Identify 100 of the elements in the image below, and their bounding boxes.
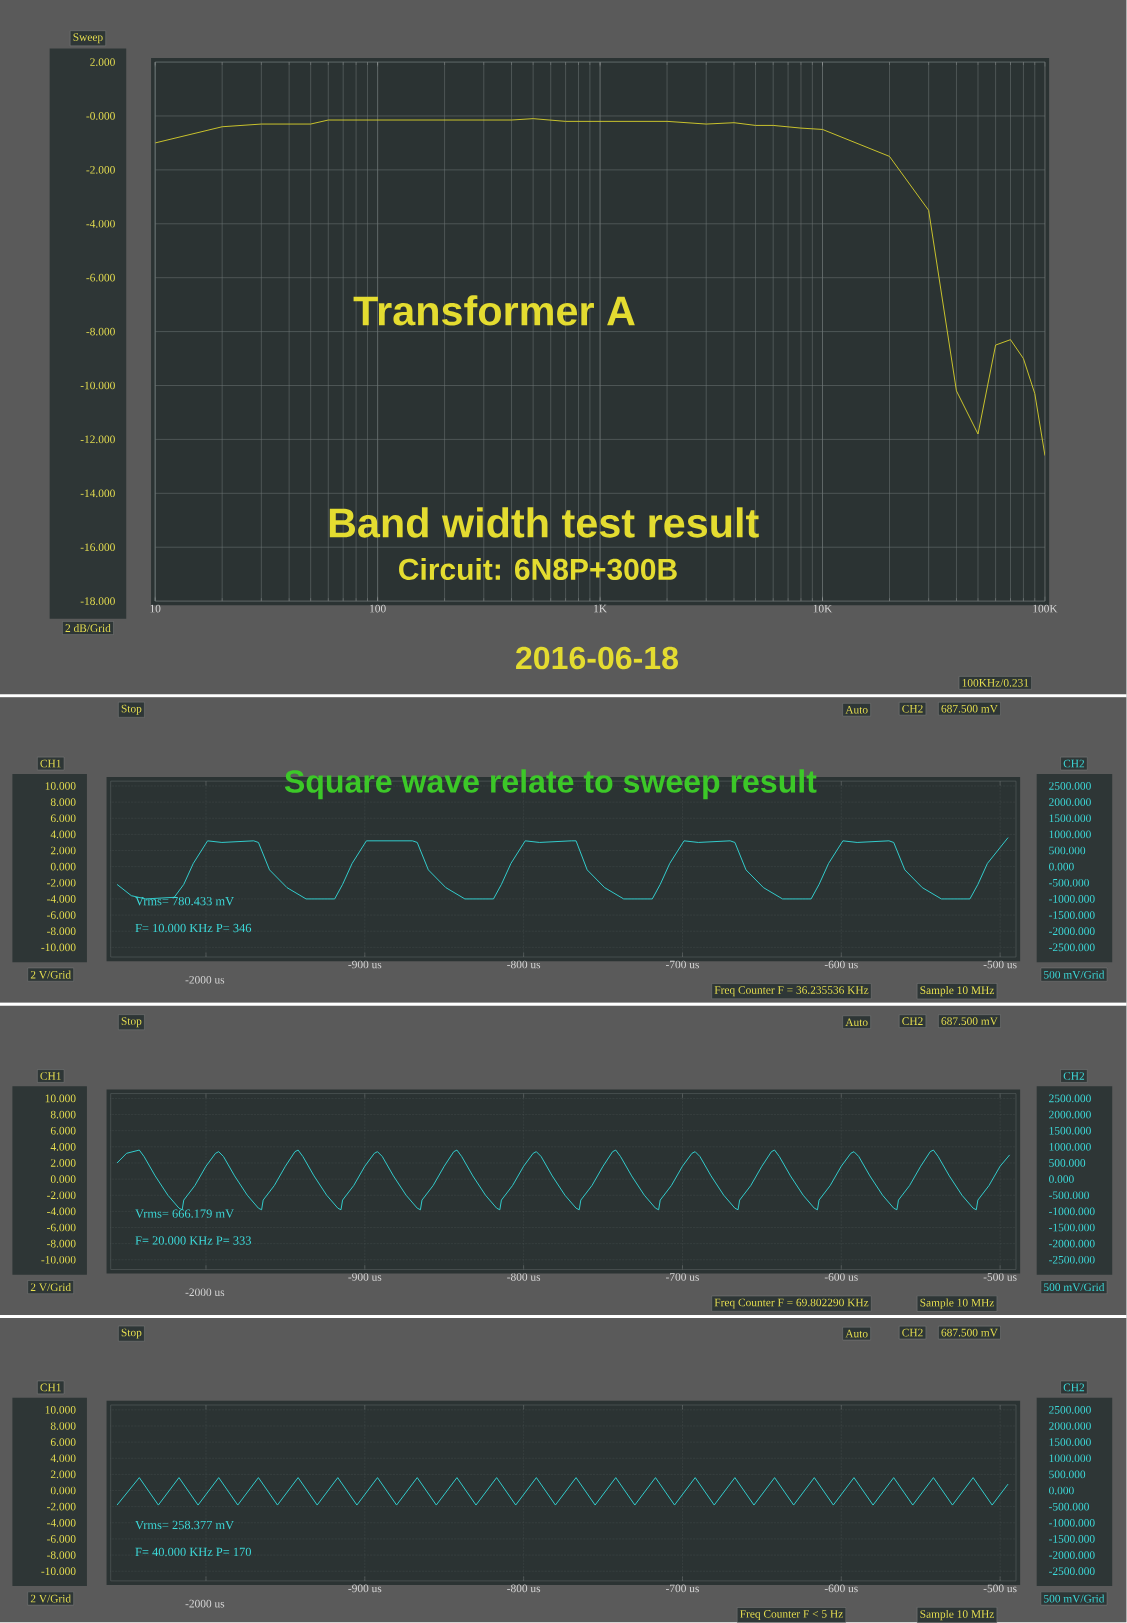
text: Auto [845,1329,868,1338]
y-tick-label: -4.000 [86,219,116,228]
y-tick-label: -4.000 [47,895,76,903]
y-tick-label: 8.000 [51,1110,76,1119]
annotation: F= 10.000 KHz P= 346 [135,923,252,933]
text: 2016-06-18 [516,646,679,670]
y-tick-label: 6.000 [51,1126,76,1135]
y2-tick-label: 2000.000 [1049,798,1092,806]
text: Circuit: 6N8P+300B [399,557,677,581]
text: 2 V/Grid [30,970,72,979]
x-tick-label: -700 us [666,960,700,969]
x-tick-label: -500 us [983,960,1017,969]
y2-tick-label: 500.000 [1049,1159,1086,1167]
y-tick-label: 10.000 [45,1405,76,1414]
y2-tick-label: 2500.000 [1049,1094,1092,1103]
y-tick-label: -8.000 [47,1239,76,1248]
y-tick-label: -6.000 [47,1535,76,1543]
x-tick-label: -600 us [824,1584,858,1593]
y2-axis-title: CH2 [1063,1383,1085,1392]
y2-tick-label: -1500.000 [1049,911,1095,919]
y-tick-label: -2.000 [47,878,76,887]
text: -2000 us [185,1288,225,1297]
text: CH2 [902,1328,923,1337]
y-tick-label: -14.000 [80,489,116,498]
text: 500 mV/Grid [1044,1283,1105,1292]
y-tick-label: -12.000 [80,435,116,444]
annotation: Vrms= 666.179 mV [135,1209,235,1218]
y2-tick-label: -2500.000 [1049,943,1095,952]
y-axis-title: Sweep [73,33,103,44]
y2-tick-label: 1000.000 [1049,1454,1092,1463]
text: Auto [845,1018,868,1027]
y-tick-label: -6.000 [47,1223,76,1232]
y2-tick-label: 2000.000 [1049,1422,1092,1430]
y2-tick-label: 1500.000 [1049,1438,1092,1446]
text: Freq Counter F = 36.235536 KHz [714,986,869,997]
text: Freq Counter F < 5 Hz [740,1610,844,1621]
x-tick-label: -900 us [348,1584,382,1593]
y2-tick-label: -2000.000 [1049,1551,1095,1559]
y2-tick-label: 0.000 [1049,862,1074,871]
y2-tick-label: 1000.000 [1049,1142,1092,1151]
text: 100KHz/0.231 [962,678,1029,687]
y2-tick-label: -1500.000 [1049,1535,1095,1543]
y-tick-label: -10.000 [41,943,76,952]
text: 687.500 mV [941,704,998,713]
y-tick-label: 6.000 [51,1438,76,1446]
x-tick-label: -600 us [824,960,858,969]
y-tick-label: 8.000 [51,798,76,806]
y-tick-label: -2.000 [47,1502,76,1511]
y2-tick-label: -500.000 [1049,1191,1090,1200]
y-tick-label: 4.000 [50,1142,76,1151]
annotation: Vrms= 780.433 mV [135,896,235,906]
y2-tick-label: 1500.000 [1049,1126,1092,1135]
text: Stop [121,1017,142,1028]
y2-tick-label: 1000.000 [1049,830,1092,839]
y-tick-label: -8.000 [47,927,76,936]
x-tick-label: 10 [150,604,161,613]
y2-tick-label: 0.000 [1049,1486,1074,1495]
y-tick-label: 2.000 [51,846,76,855]
y-tick-label: -4.000 [47,1207,76,1216]
text: CH2 [902,704,923,713]
x-tick-label: -700 us [666,1273,700,1281]
y-tick-label: 0.000 [51,1486,76,1495]
y2-tick-label: -1000.000 [1049,895,1095,903]
y-tick-label: 8.000 [51,1422,76,1430]
y2-tick-label: 2000.000 [1049,1110,1092,1119]
y-tick-label: 4.000 [50,830,76,839]
y2-axis-title: CH2 [1063,1072,1085,1080]
y2-tick-label: 2500.000 [1049,782,1092,790]
y2-tick-label: -1500.000 [1049,1223,1095,1232]
annotation: Vrms= 258.377 mV [135,1520,235,1530]
x-tick-label: -500 us [983,1584,1017,1593]
y-tick-label: 2.000 [51,1159,76,1167]
annotation: F= 40.000 KHz P= 170 [135,1547,252,1557]
y2-tick-label: 500.000 [1049,1470,1086,1479]
y-tick-label: -8.000 [47,1551,76,1559]
y-tick-label: -18.000 [80,597,116,605]
y-tick-label: 0.000 [51,862,76,871]
y-tick-label: 2.000 [51,1470,76,1479]
text: -2000 us [185,1599,225,1608]
text: Sample 10 MHz [920,986,995,997]
annotation: F= 20.000 KHz P= 333 [135,1236,252,1245]
y2-tick-label: -1000.000 [1049,1207,1095,1216]
y-tick-label: -8.000 [86,327,116,336]
x-tick-label: -800 us [507,960,541,969]
x-tick-label: 100K [1033,604,1058,613]
chart-title: Square wave relate to sweep result [285,769,817,800]
text: 687.500 mV [941,1017,998,1026]
text: Auto [845,705,868,714]
y2-tick-label: -500.000 [1049,1502,1090,1511]
text: Band width test result [329,507,759,538]
x-tick-label: 1K [594,604,608,613]
y2-tick-label: -2000.000 [1049,927,1095,936]
text: Sample 10 MHz [920,1609,995,1621]
x-tick-label: -500 us [983,1273,1017,1281]
y-tick-label: 10.000 [45,1094,76,1103]
y-tick-label: -10.000 [41,1567,76,1576]
text: Sample 10 MHz [920,1298,995,1309]
y2-tick-label: -500.000 [1049,878,1090,887]
y-tick-label: -10.000 [80,381,116,390]
x-tick-label: 10K [813,604,833,613]
